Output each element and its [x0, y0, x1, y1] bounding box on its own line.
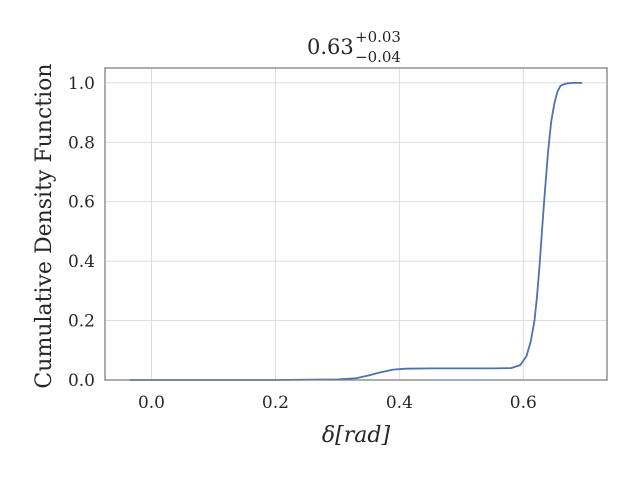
series-group: [129, 81, 583, 381]
y-tick-label-0: 0.0: [68, 371, 95, 391]
title-lower-bound: −0.04: [355, 48, 401, 66]
y-tick-label-1: 0.2: [68, 312, 95, 332]
cdf-line-0: [129, 81, 583, 381]
x-tick-label-0: 0.0: [138, 393, 165, 413]
x-tick-label-2: 0.4: [386, 393, 413, 413]
y-tick-label-5: 1.0: [68, 74, 95, 94]
x-tick-label-3: 0.6: [510, 393, 537, 413]
plot-frame: [104, 67, 608, 381]
x-axis-ticks: 0.0 0.2 0.4 0.6: [138, 393, 537, 413]
x-tick-label-1: 0.2: [262, 393, 289, 413]
x-axis-label: δ[rad]: [322, 423, 391, 448]
title-value: 0.63: [307, 35, 354, 59]
y-tick-label-3: 0.6: [68, 193, 95, 213]
title-upper-bound: +0.03: [355, 28, 401, 46]
y-axis-label: Cumulative Density Function: [32, 63, 57, 388]
chart-title: 0.63: [307, 35, 354, 59]
y-tick-label-4: 0.8: [68, 133, 95, 153]
y-axis-ticks: 0.0 0.2 0.4 0.6 0.8 1.0: [68, 74, 95, 391]
y-tick-label-2: 0.4: [68, 252, 95, 272]
